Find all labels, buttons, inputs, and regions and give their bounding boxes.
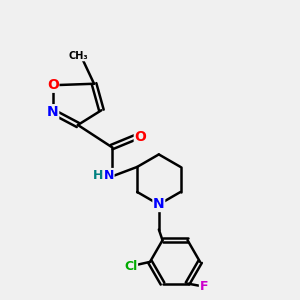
Text: H: H bbox=[93, 169, 104, 182]
Text: F: F bbox=[200, 280, 208, 293]
Text: N: N bbox=[153, 197, 165, 212]
Text: O: O bbox=[134, 130, 146, 144]
Text: O: O bbox=[47, 78, 59, 92]
Text: CH₃: CH₃ bbox=[68, 51, 88, 61]
Text: N: N bbox=[103, 169, 114, 182]
Text: Cl: Cl bbox=[124, 260, 137, 273]
Text: N: N bbox=[47, 105, 58, 119]
